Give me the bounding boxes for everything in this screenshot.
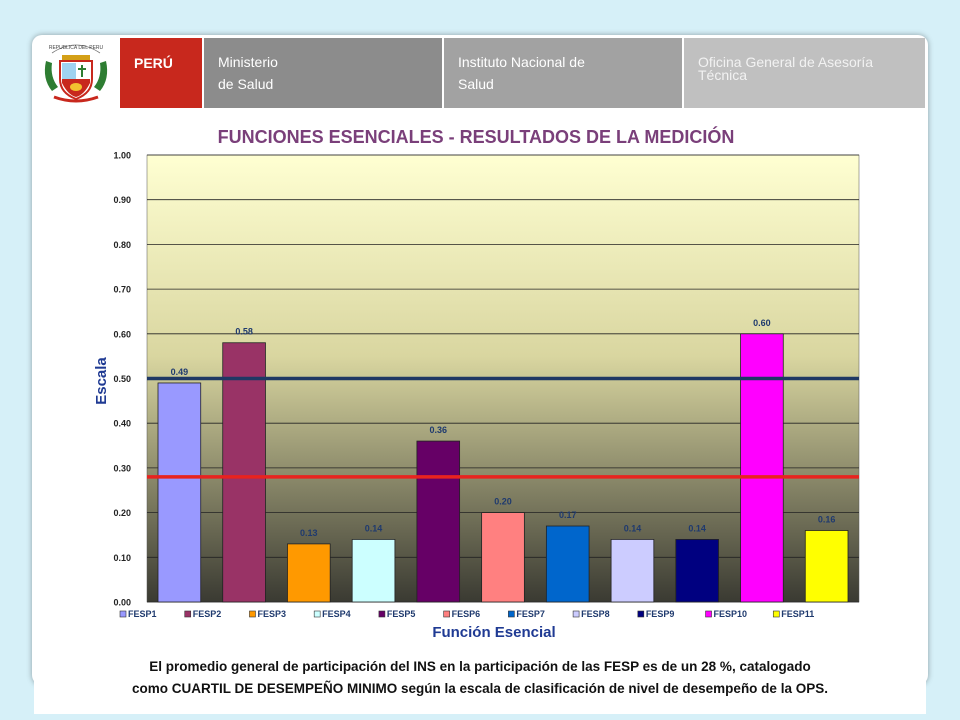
bar <box>740 333 784 603</box>
x-axis-label: Función Esencial <box>432 624 555 641</box>
legend-entry: FESP6 <box>452 609 481 619</box>
legend-swatch <box>249 610 256 618</box>
summary-text: El promedio general de participación del… <box>0 656 960 700</box>
y-tick-label: 0.00 <box>113 598 131 608</box>
legend-swatch <box>508 610 515 618</box>
bar <box>157 382 202 603</box>
legend-entry: FESP5 <box>387 609 416 619</box>
data-label: 0.16 <box>818 514 836 524</box>
data-label: 0.20 <box>494 497 512 507</box>
peru-coat-of-arms-icon: REPUBLICA DEL PERU <box>44 44 108 103</box>
data-label: 0.49 <box>171 367 189 377</box>
legend-entry: FESP4 <box>322 609 351 619</box>
data-label: 0.17 <box>559 510 577 520</box>
shield-caption: REPUBLICA DEL PERU <box>49 45 104 51</box>
office-line1: Oficina General de Asesoría <box>698 54 874 70</box>
legend-swatch <box>637 610 645 618</box>
y-tick-label: 1.00 <box>113 151 131 161</box>
country-label: PERÚ <box>134 55 173 71</box>
data-label: 0.13 <box>300 528 318 538</box>
summary-line1: El promedio general de participación del… <box>149 659 811 674</box>
reference-lines <box>147 376 859 479</box>
data-label: 0.14 <box>624 523 642 533</box>
data-label: 0.60 <box>753 318 771 328</box>
y-tick-label: 0.80 <box>113 240 131 250</box>
chart-title: FUNCIONES ESENCIALES - RESULTADOS DE LA … <box>218 126 735 147</box>
legend-swatch <box>572 610 580 618</box>
legend-swatch <box>772 610 780 618</box>
institute-banner: Instituto Nacional de Salud <box>444 38 682 108</box>
legend-entry: FESP1 <box>128 609 157 619</box>
bar <box>351 539 396 603</box>
legend-entry: FESP11 <box>781 609 814 619</box>
y-tick-label: 0.90 <box>113 195 131 205</box>
legend-entry: FESP3 <box>257 609 286 619</box>
data-label: 0.14 <box>365 523 383 533</box>
office-banner: Oficina General de Asesoría Técnica <box>684 38 925 108</box>
y-tick-label: 0.10 <box>113 553 131 563</box>
bar <box>287 543 331 603</box>
bar <box>804 530 849 603</box>
office-line2: Técnica <box>698 67 748 83</box>
legend-entry: FESP9 <box>646 609 675 619</box>
bar <box>675 539 719 603</box>
bar <box>610 539 655 603</box>
institute-line1: Instituto Nacional de <box>458 54 585 70</box>
legend-swatch <box>378 610 386 618</box>
legend-entry: FESP7 <box>516 609 545 619</box>
data-label: 0.14 <box>688 523 706 533</box>
y-tick-label: 0.70 <box>113 285 131 295</box>
legend-entry: FESP8 <box>581 609 610 619</box>
data-label: 0.58 <box>235 327 253 337</box>
header-bar: REPUBLICA DEL PERU PERÚ Ministerio de Sa… <box>32 35 928 110</box>
ministry-line1: Ministerio <box>218 54 278 70</box>
bar <box>481 512 525 603</box>
data-label: 0.36 <box>430 425 448 435</box>
y-tick-label: 0.60 <box>113 329 131 339</box>
legend-swatch <box>184 610 192 618</box>
y-axis-label: Escala <box>93 357 110 405</box>
ministry-banner: Ministerio de Salud <box>204 38 442 108</box>
y-tick-labels: 0.00 0.10 0.20 0.30 0.40 0.50 0.60 0.70 0.80 0.90… <box>113 151 131 608</box>
bar <box>545 525 590 603</box>
peru-banner: PERÚ <box>120 38 202 108</box>
y-tick-label: 0.50 <box>113 374 131 384</box>
y-tick-label: 0.20 <box>113 508 131 518</box>
legend-swatch <box>705 610 712 618</box>
bar <box>416 440 461 603</box>
legend: FESP1 FESP2 FESP3 FESP4 FESP5 FESP6 FESP7 FESP8… <box>119 609 814 619</box>
legend-swatch <box>443 610 450 618</box>
y-tick-label: 0.40 <box>113 419 131 429</box>
legend-swatch <box>313 610 321 618</box>
footer-panel <box>34 656 926 714</box>
legend-entry: FESP2 <box>193 609 222 619</box>
y-tick-label: 0.30 <box>113 463 131 473</box>
ministry-line2: de Salud <box>218 76 274 92</box>
institute-line2: Salud <box>458 76 494 92</box>
bar <box>222 342 266 603</box>
summary-line2: como CUARTIL DE DESEMPEÑO MINIMO según l… <box>132 681 828 696</box>
legend-entry: FESP10 <box>714 609 748 619</box>
legend-swatch <box>119 610 127 618</box>
